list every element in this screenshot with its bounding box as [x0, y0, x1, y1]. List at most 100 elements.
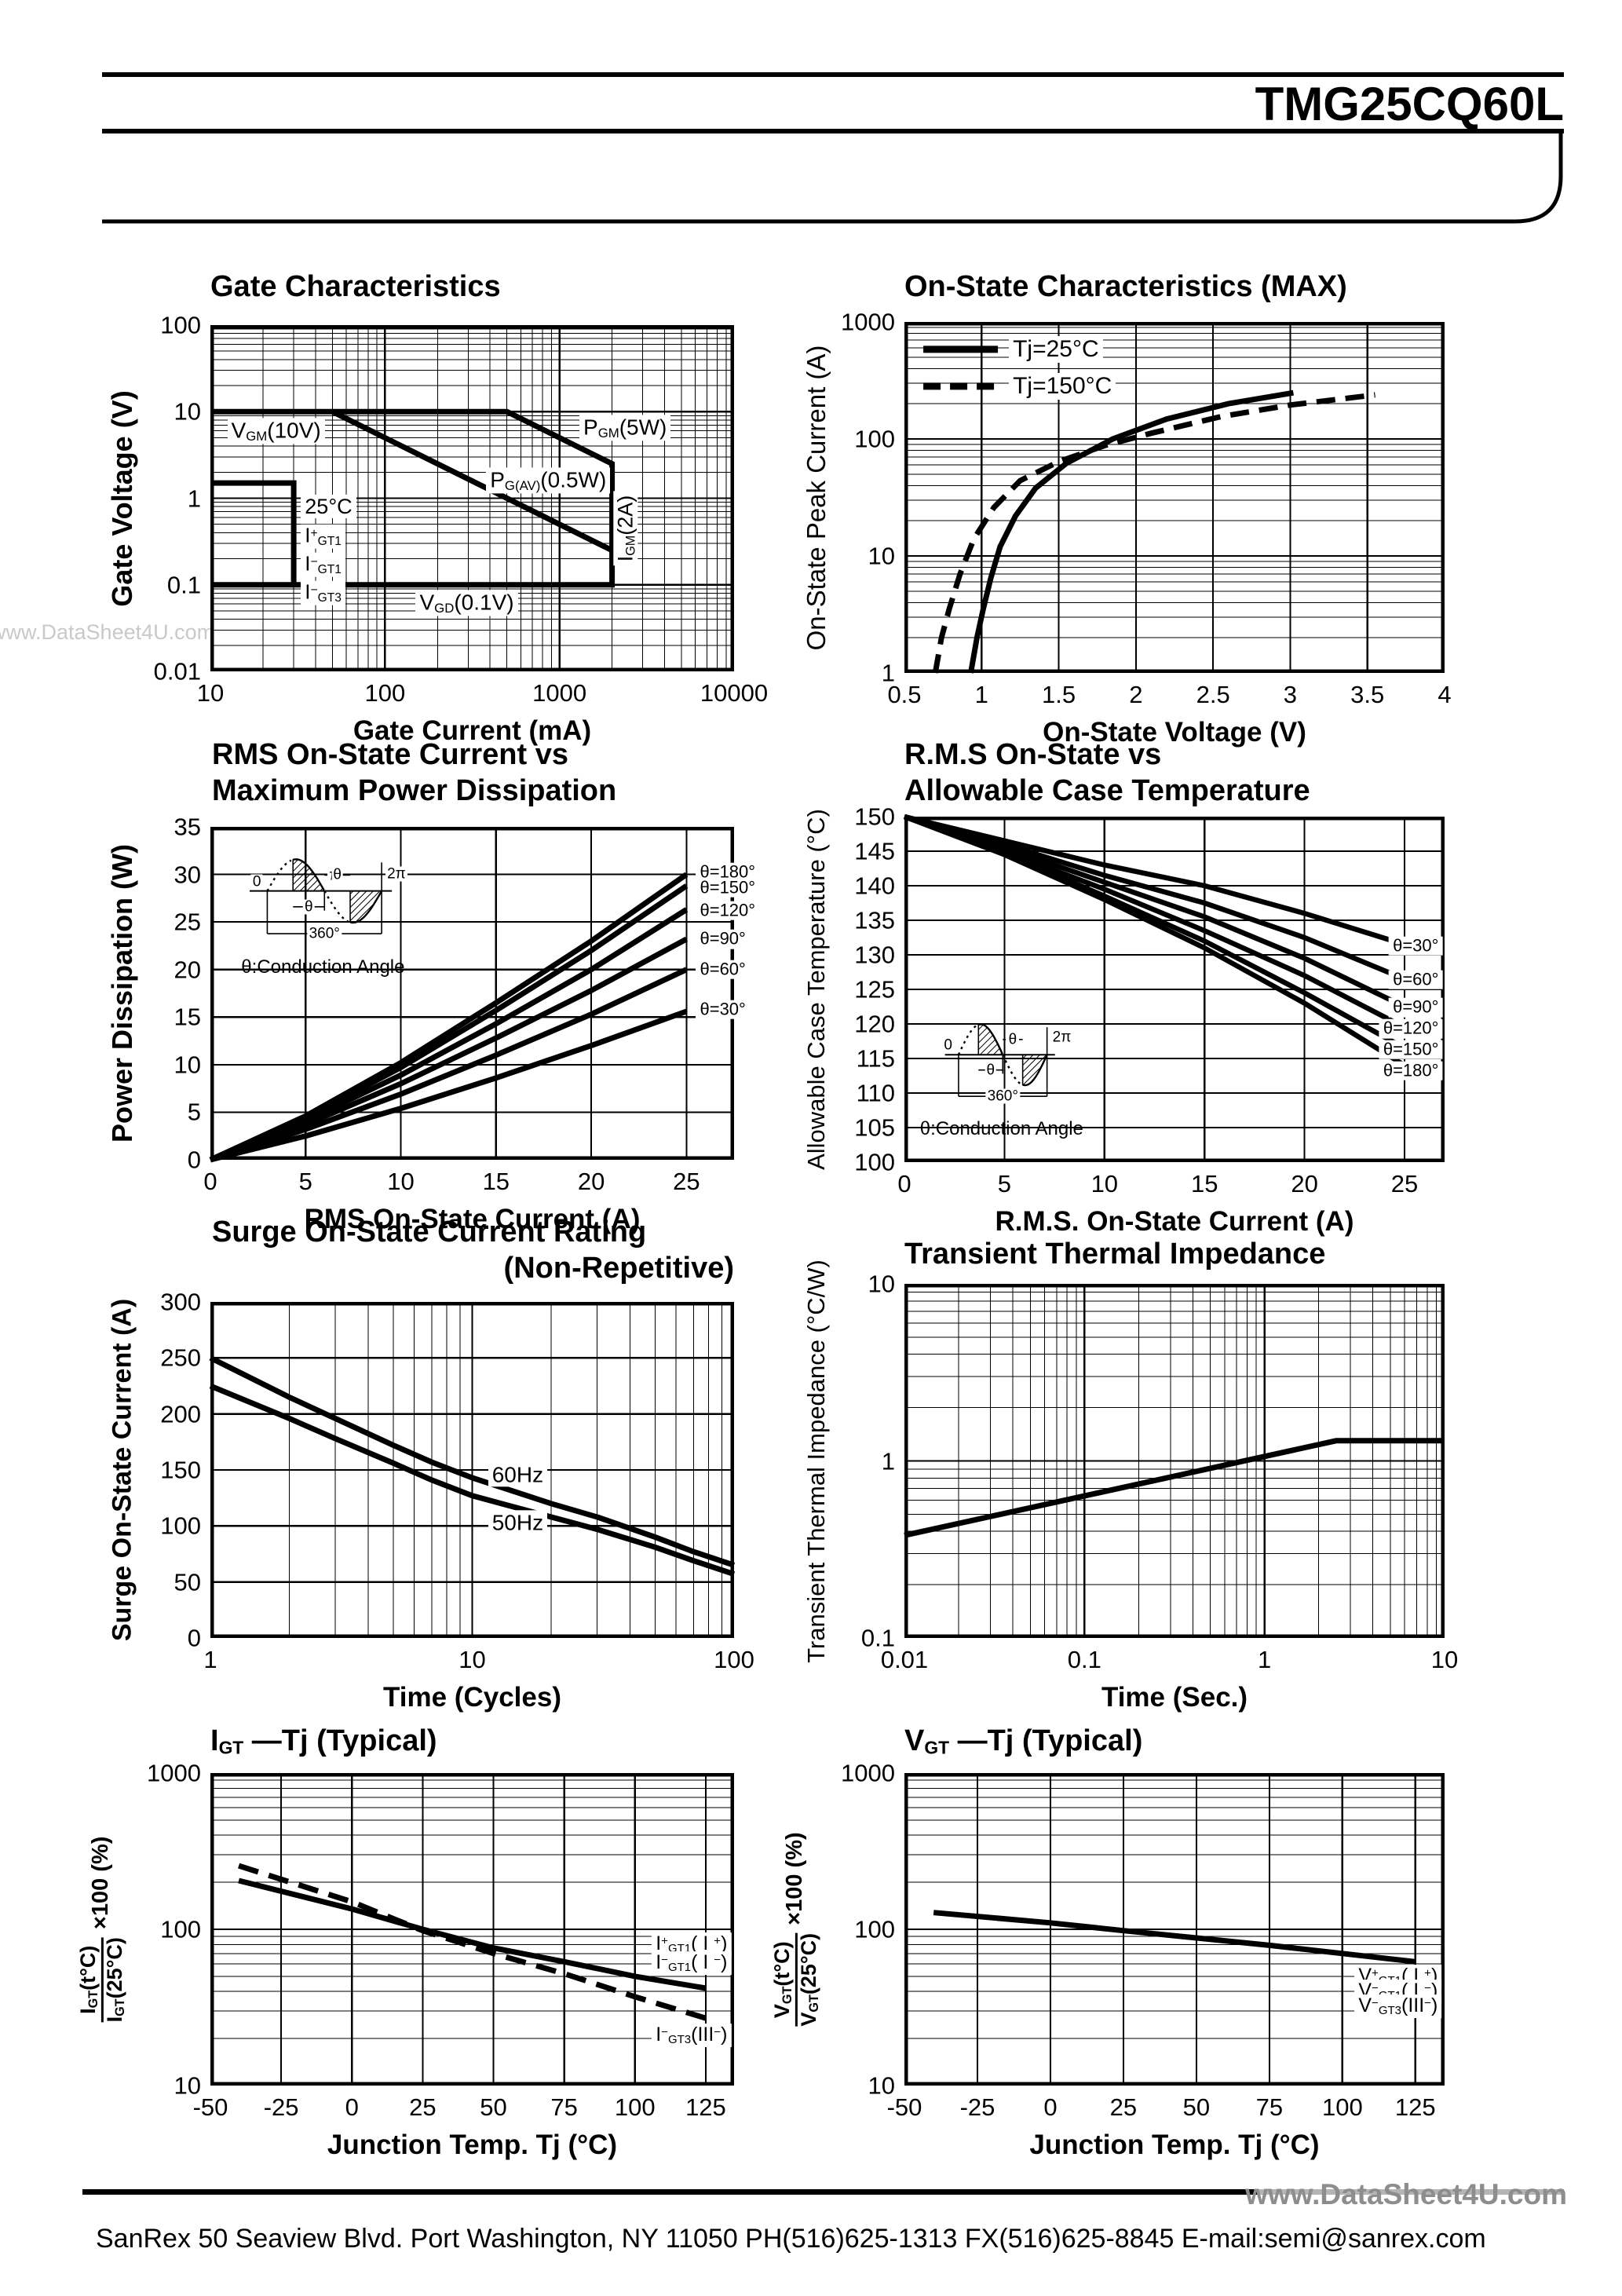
y-tick-label: 10 [868, 1270, 895, 1298]
annotation: I−GT3 [301, 581, 345, 605]
y-axis-label: IGT(t°C) IGT(25°C) ×100 (%) [75, 1836, 127, 2023]
inset-caption: θ:Conduction Angle [919, 1117, 1083, 1139]
annotation: VGD(0.1V) [415, 590, 518, 616]
x-tick-label: 0.01 [880, 1646, 929, 1673]
chart-title-transient-thermal-impedance: Transient Thermal Impedance [904, 1238, 1326, 1270]
y-tick-label: 0 [187, 1146, 201, 1174]
hatched-lobe [978, 1024, 1003, 1055]
x-tick-label: 2.5 [1196, 681, 1230, 708]
plot-border [904, 1284, 1445, 1638]
x-tick-label: 10 [196, 679, 225, 707]
annotation: V−GT3(III−) [1354, 1994, 1442, 2019]
inset-sine [293, 858, 325, 891]
header-banner-curve [102, 133, 1563, 224]
x-axis-label: R.M.S. On-State Current (A) [995, 1206, 1354, 1237]
y-tick-label: 10 [174, 1051, 201, 1079]
inset-sine [957, 1024, 978, 1055]
header-banner-path [102, 133, 1563, 224]
y-tick-label: 10 [868, 542, 895, 570]
inset-label: 0 [250, 873, 263, 890]
legend-label: Tj=25°C [1009, 335, 1103, 363]
annotation: I−GT3(III−) [652, 2023, 732, 2047]
inset-sine [1022, 1055, 1048, 1087]
series-igt3-dashed [238, 1863, 707, 2021]
annotation: θ=60° [1389, 970, 1443, 989]
x-tick-label: 5 [298, 1168, 312, 1195]
y-axis-label: VGT(t°C) VGT(25°C) ×100 (%) [769, 1832, 821, 2027]
watermark-bottom-right: www.DataSheet4U.com [1245, 2178, 1567, 2210]
chart-title-igt-vs-tj: IGT —Tj (Typical) [210, 1724, 437, 1758]
inset-label: θ [331, 866, 343, 883]
footer-address: SanRex 50 Seaview Blvd. Port Washington,… [96, 2224, 1486, 2254]
plot-border [210, 1302, 734, 1638]
x-tick-label: 0 [345, 2093, 359, 2121]
y-tick-label: 10 [868, 2071, 895, 2100]
series-vgt-line [933, 1910, 1416, 1965]
x-tick-label: 125 [685, 2093, 726, 2121]
x-axis-label: Gate Current (mA) [353, 715, 592, 746]
y-tick-label: 1 [187, 484, 201, 512]
annotation: 60Hz [488, 1462, 548, 1487]
y-tick-label: 100 [854, 1148, 895, 1176]
x-tick-label: 20 [1291, 1170, 1318, 1197]
y-tick-label: 130 [854, 941, 895, 969]
x-axis-label: RMS On-State Current (A) [304, 1204, 641, 1234]
footer-rule-gray [1258, 2189, 1564, 2195]
x-tick-label: 100 [364, 679, 406, 707]
annotation: PGM(5W) [579, 415, 671, 441]
rms-current-vs-case-temperature-plot [903, 813, 1445, 1162]
plot-border [210, 1773, 734, 2086]
y-axis-label: Gate Voltage (V) [106, 389, 138, 607]
series-igt1-solid [238, 1877, 707, 1991]
x-tick-label: -50 [192, 2093, 228, 2121]
x-tick-label: 10 [458, 1646, 486, 1673]
series-gate-trigger-box [210, 480, 297, 585]
hatched-lobe [293, 859, 324, 891]
x-axis-label: Time (Cycles) [383, 1682, 561, 1713]
y-tick-label: 100 [854, 425, 895, 453]
chart-title-on-state-characteristics-max: On-State Characteristics (MAX) [904, 270, 1347, 303]
inset-sine [349, 891, 382, 924]
x-tick-label: 25 [1109, 2093, 1138, 2121]
y-tick-label: 150 [160, 1456, 201, 1484]
x-tick-label: 100 [1321, 2093, 1363, 2121]
chart-title-gate-characteristics: Gate Characteristics [210, 270, 501, 303]
x-tick-label: 0 [897, 1170, 911, 1197]
x-tick-label: 100 [614, 2093, 656, 2121]
inset-label: 360° [985, 1088, 1020, 1105]
watermark-left: www.DataSheet4U.com [0, 620, 215, 644]
series-tj-150c [932, 392, 1375, 674]
gate-characteristics-plot [210, 325, 734, 671]
annotation: 25°C [301, 495, 356, 519]
inset-label: 0 [942, 1036, 954, 1054]
conduction-angle-inset [250, 858, 393, 934]
y-tick-label: 100 [160, 1915, 201, 1943]
inset-label: θ [985, 1062, 997, 1079]
plot-border [210, 827, 734, 1160]
y-tick-label: 50 [174, 1568, 201, 1596]
y-tick-label: 1000 [841, 308, 895, 336]
series-theta-90 [904, 813, 1406, 1009]
x-tick-label: 1 [203, 1646, 217, 1673]
annotation: I+GT1 [301, 525, 345, 549]
y-tick-label: 0.01 [153, 657, 201, 686]
annotation: I−GT1( I −) [652, 1951, 732, 1975]
x-tick-label: 0 [1043, 2093, 1058, 2121]
transient-thermal-impedance-plot [904, 1284, 1445, 1638]
legend-label: Tj=150°C [1009, 372, 1116, 400]
x-tick-label: 25 [409, 2093, 437, 2121]
y-tick-label: 20 [174, 956, 201, 984]
chart-title-rms-current-vs-power-dissipation: RMS On-State Current vs [212, 738, 568, 771]
series-thermal-impedance [904, 1438, 1445, 1538]
series-max-gate-limit-boundary [210, 408, 616, 588]
x-tick-label: 20 [577, 1168, 605, 1195]
x-tick-label: 1000 [532, 679, 587, 707]
annotation: θ=90° [1389, 997, 1443, 1018]
inset-label: 2π [385, 865, 407, 883]
annotation: θ=60° [696, 960, 750, 980]
x-tick-label: 10000 [700, 679, 769, 707]
x-tick-label: 2 [1129, 681, 1143, 708]
annotation: θ=120° [1379, 1018, 1443, 1039]
x-tick-label: 1.5 [1042, 681, 1076, 708]
